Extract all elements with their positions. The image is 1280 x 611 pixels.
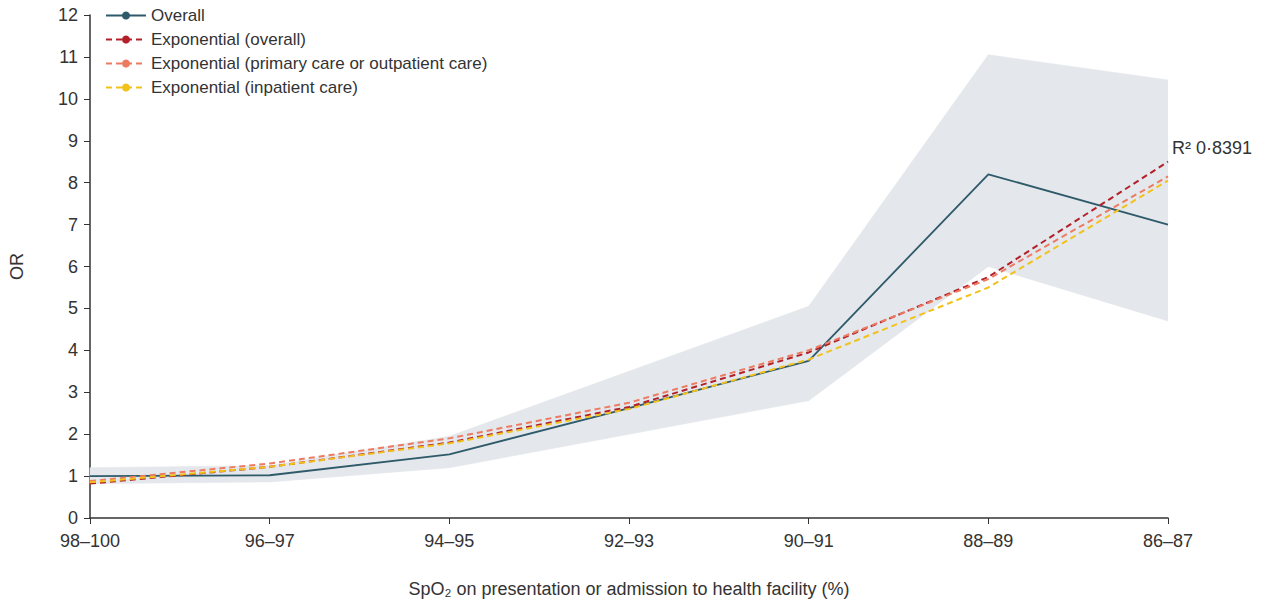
svg-text:SpO₂ on presentation or admiss: SpO₂ on presentation or admission to hea…	[408, 579, 849, 599]
svg-text:98–100: 98–100	[60, 531, 120, 551]
svg-text:Overall: Overall	[151, 6, 205, 25]
svg-text:Exponential (inpatient care): Exponential (inpatient care)	[151, 78, 358, 97]
svg-text:86–87: 86–87	[1143, 531, 1193, 551]
svg-text:Exponential (primary care or o: Exponential (primary care or outpatient …	[151, 54, 487, 73]
svg-text:96–97: 96–97	[245, 531, 295, 551]
svg-text:Exponential (overall): Exponential (overall)	[151, 30, 306, 49]
svg-text:7: 7	[68, 215, 78, 235]
svg-text:9: 9	[68, 131, 78, 151]
svg-text:10: 10	[58, 89, 78, 109]
svg-text:2: 2	[68, 424, 78, 444]
svg-text:94–95: 94–95	[424, 531, 474, 551]
svg-text:88–89: 88–89	[963, 531, 1013, 551]
svg-text:5: 5	[68, 298, 78, 318]
svg-text:4: 4	[68, 340, 78, 360]
svg-text:OR: OR	[7, 253, 27, 280]
svg-text:8: 8	[68, 173, 78, 193]
svg-text:0: 0	[68, 508, 78, 528]
svg-text:11: 11	[59, 47, 78, 67]
svg-text:R² 0·8391: R² 0·8391	[1172, 138, 1252, 158]
svg-text:3: 3	[68, 382, 78, 402]
svg-text:1: 1	[68, 466, 78, 486]
svg-text:6: 6	[68, 257, 78, 277]
svg-text:90–91: 90–91	[784, 531, 834, 551]
svg-text:12: 12	[58, 5, 78, 25]
svg-text:92–93: 92–93	[604, 531, 654, 551]
